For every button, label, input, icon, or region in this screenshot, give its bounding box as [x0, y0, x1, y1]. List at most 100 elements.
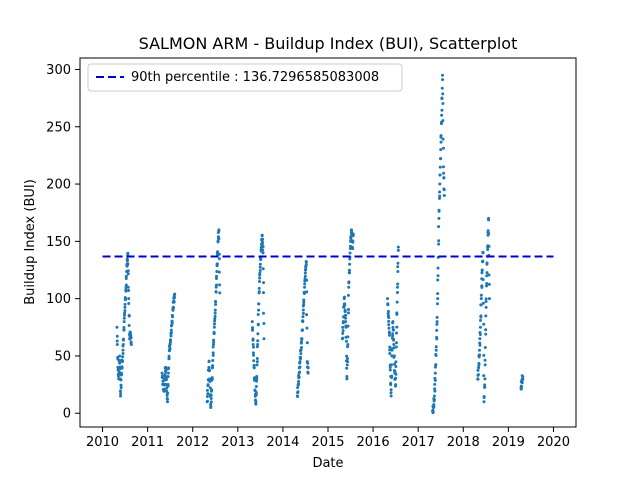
data-point: [167, 354, 171, 358]
data-point: [303, 271, 307, 275]
data-point: [216, 239, 220, 243]
data-point: [440, 108, 444, 112]
data-point: [305, 290, 309, 294]
data-point: [123, 311, 127, 315]
data-point: [483, 383, 487, 387]
data-point: [483, 377, 487, 381]
data-point: [119, 386, 123, 390]
data-point: [252, 366, 256, 370]
data-point: [298, 365, 302, 369]
data-point: [391, 320, 395, 324]
data-point: [345, 366, 349, 370]
legend: 90th percentile : 136.7296585083008: [87, 63, 403, 92]
data-point: [484, 332, 488, 336]
data-point: [302, 302, 306, 306]
data-point: [129, 336, 133, 340]
data-point: [346, 324, 350, 328]
data-point: [118, 354, 122, 358]
data-point: [209, 400, 213, 404]
data-point: [258, 276, 262, 280]
data-point: [390, 354, 394, 358]
data-point: [126, 262, 130, 266]
data-point: [305, 278, 309, 282]
data-point: [433, 365, 437, 369]
data-point: [432, 402, 436, 406]
data-point: [258, 271, 262, 275]
data-point: [165, 397, 169, 401]
data-point: [436, 292, 440, 296]
data-point: [169, 334, 173, 338]
data-point: [254, 385, 258, 389]
data-point: [214, 290, 218, 294]
data-point: [214, 302, 218, 306]
data-point: [394, 383, 398, 387]
y-axis: 0 50 100 150 200 250 300: [46, 63, 80, 422]
data-point: [481, 259, 485, 263]
data-point: [347, 268, 351, 272]
data-point: [351, 247, 355, 251]
data-point: [345, 377, 349, 381]
data-point: [218, 291, 222, 295]
data-point: [260, 242, 264, 246]
data-point: [261, 248, 265, 252]
data-point: [119, 394, 123, 398]
data-point: [344, 320, 348, 324]
data-point: [251, 328, 255, 332]
data-point: [123, 297, 127, 301]
data-point: [484, 297, 488, 301]
data-point: [217, 270, 221, 274]
x-tick-label: 2017: [402, 435, 435, 450]
data-point: [344, 313, 348, 317]
data-point: [252, 353, 256, 357]
data-point: [346, 360, 350, 364]
data-point: [301, 311, 305, 315]
data-point: [168, 347, 172, 351]
data-point: [391, 332, 395, 336]
data-point: [115, 334, 119, 338]
data-point: [387, 326, 391, 330]
data-point: [118, 389, 122, 393]
data-point: [484, 314, 488, 318]
data-point: [119, 383, 123, 387]
data-point: [349, 237, 353, 241]
data-point: [431, 410, 435, 414]
chart-title: SALMON ARM - Buildup Index (BUI), Scatte…: [139, 34, 518, 53]
data-point: [482, 374, 486, 378]
data-point: [129, 342, 133, 346]
data-point: [393, 362, 397, 366]
data-point: [256, 342, 260, 346]
data-point: [305, 341, 309, 345]
data-point: [166, 375, 170, 379]
data-point: [173, 296, 177, 300]
data-point: [216, 250, 220, 254]
data-point: [210, 376, 214, 380]
data-point: [435, 337, 439, 341]
data-point: [436, 278, 440, 282]
data-point: [387, 316, 391, 320]
data-point: [348, 251, 352, 255]
data-point: [166, 384, 170, 388]
data-point: [347, 308, 351, 312]
data-point: [121, 338, 125, 342]
data-point: [256, 339, 260, 343]
data-point: [303, 282, 307, 286]
data-point: [168, 338, 172, 342]
data-point: [487, 231, 491, 235]
data-point: [395, 291, 399, 295]
data-point: [484, 328, 488, 332]
data-point: [262, 311, 266, 315]
data-point: [260, 234, 264, 238]
data-point: [478, 325, 482, 329]
data-point: [214, 300, 218, 304]
data-point: [301, 308, 305, 312]
x-tick-label: 2018: [447, 435, 480, 450]
data-point: [484, 305, 488, 309]
data-point: [395, 331, 399, 335]
data-point: [257, 279, 261, 283]
data-point: [121, 342, 125, 346]
data-point: [482, 395, 486, 399]
data-point: [206, 383, 210, 387]
data-point: [476, 373, 480, 377]
data-point: [520, 381, 524, 385]
data-point: [479, 293, 483, 297]
